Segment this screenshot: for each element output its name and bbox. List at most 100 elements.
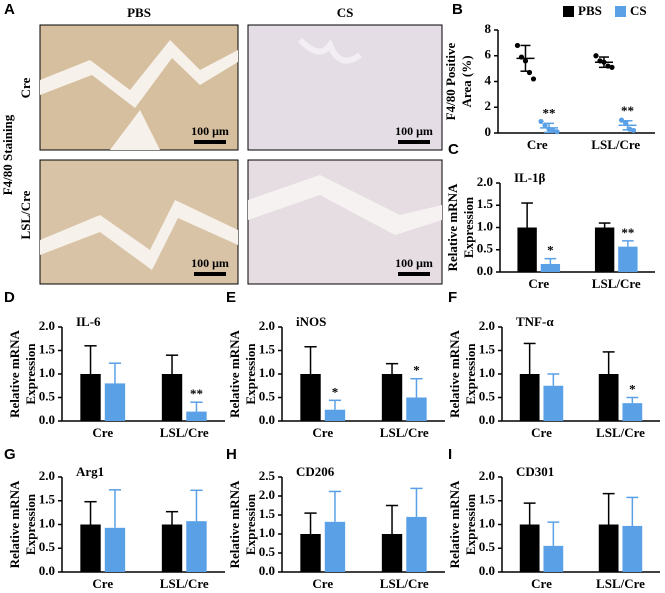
bar	[80, 374, 101, 421]
row-label: Cre	[18, 77, 33, 98]
y-tick-label: 0.0	[39, 412, 55, 427]
chart-title: CD206	[296, 464, 335, 479]
bar	[104, 527, 126, 572]
x-tick-label: Cre	[531, 576, 552, 591]
scale-bar-label: 100 μm	[395, 256, 433, 270]
y-tick-label: 2.0	[39, 318, 55, 333]
y-tick-label: 4	[485, 72, 492, 87]
y-label: Relative mRNA	[7, 480, 22, 568]
chart-title: IL-6	[76, 314, 101, 329]
y-tick-label: 0.5	[479, 388, 496, 403]
panel-label: C	[448, 141, 459, 158]
bar	[594, 227, 615, 272]
x-tick-label: LSL/Cre	[596, 425, 645, 440]
y-label: Area (%)	[459, 55, 474, 107]
bar	[161, 374, 183, 421]
y-tick-label: 0.5	[259, 388, 276, 403]
column-label: CS	[337, 5, 354, 20]
y-label: Expression	[23, 493, 38, 555]
significance: *	[413, 363, 420, 378]
y-label: Relative mRNA	[7, 330, 22, 418]
y-tick-label: 1.5	[39, 492, 56, 507]
tissue-gap	[40, 40, 238, 150]
bar	[381, 534, 403, 572]
y-tick-label: 1.0	[39, 365, 55, 380]
y-label: Expression	[23, 343, 38, 405]
y-tick-label: 0.0	[259, 563, 275, 578]
panel-label: A	[4, 1, 15, 18]
x-tick-label: LSL/Cre	[160, 576, 209, 591]
y-tick-label: 2.5	[259, 468, 276, 483]
point	[514, 42, 521, 49]
x-tick-label: Cre	[92, 425, 113, 440]
bar	[543, 385, 564, 421]
y-tick-label: 0.5	[477, 241, 494, 256]
y-tick-label: 1.5	[259, 506, 276, 521]
y-tick-label: 1.5	[479, 492, 496, 507]
x-tick-label: LSL/Cre	[160, 425, 209, 440]
bar	[381, 374, 403, 421]
y-tick-label: 1.0	[39, 515, 55, 530]
point	[593, 53, 599, 59]
y-tick-label: 0.0	[477, 263, 493, 278]
scale-bar-label: 100 μm	[395, 124, 433, 138]
chart-title: iNOS	[296, 314, 326, 329]
chart-title: CD301	[516, 464, 554, 479]
point	[609, 64, 615, 70]
y-label: Relative mRNA	[227, 330, 242, 418]
point	[538, 118, 544, 125]
y-tick-label: 2.0	[479, 318, 495, 333]
point	[554, 129, 560, 135]
bar	[406, 397, 427, 421]
y-tick-label: 0.5	[39, 388, 56, 403]
y-label: Relative mRNA	[227, 480, 242, 568]
y-label: F4/80 Staining	[0, 114, 15, 195]
y-tick-label: 1.5	[479, 341, 496, 356]
y-label: Expression	[461, 196, 476, 258]
y-tick-label: 8	[485, 21, 492, 36]
panel-label: H	[226, 446, 237, 463]
y-tick-label: 2	[485, 98, 492, 113]
chart-title: Arg1	[76, 464, 104, 479]
y-label: Relative mRNA	[447, 480, 462, 568]
y-tick-label: 1.5	[477, 196, 494, 211]
bar	[622, 403, 643, 421]
y-tick-label: 1.0	[479, 515, 495, 530]
legend-swatch	[563, 6, 574, 17]
bar	[519, 374, 540, 421]
tissue-gap	[40, 200, 238, 270]
x-tick-label: LSL/Cre	[596, 576, 645, 591]
panel-label: F	[448, 289, 457, 306]
legend-swatch	[615, 6, 626, 17]
bar	[80, 524, 101, 572]
bar	[543, 545, 564, 572]
panel-label: G	[4, 446, 16, 463]
y-tick-label: 0.5	[479, 539, 496, 554]
significance: **	[543, 105, 556, 120]
y-label: Expression	[243, 493, 258, 555]
y-tick-label: 2.0	[479, 468, 495, 483]
y-tick-label: 0.0	[259, 412, 275, 427]
x-tick-label: Cre	[312, 425, 333, 440]
x-tick-label: LSL/Cre	[592, 276, 641, 291]
x-tick-label: Cre	[312, 576, 333, 591]
bar	[300, 374, 321, 421]
y-label: Relative mRNA	[447, 330, 462, 418]
panel-a: A PBS CS F4/80 Staining Cre LSL/Cre 100 …	[0, 1, 443, 285]
x-tick-label: Cre	[528, 276, 549, 291]
y-label: Expression	[463, 493, 478, 555]
bar	[540, 263, 561, 272]
x-tick-label: Cre	[531, 425, 552, 440]
panel-label: D	[4, 289, 15, 306]
y-tick-label: 0	[485, 124, 492, 139]
scale-bar-label: 100 μm	[191, 256, 229, 270]
y-tick-label: 0.0	[479, 563, 495, 578]
chart-title: IL-1β	[514, 170, 546, 185]
significance: *	[332, 384, 339, 399]
tissue-gap	[248, 175, 442, 235]
micrograph	[247, 24, 443, 151]
x-tick-label: LSL/Cre	[591, 137, 640, 152]
y-tick-label: 1.0	[477, 218, 493, 233]
bar	[598, 374, 619, 421]
